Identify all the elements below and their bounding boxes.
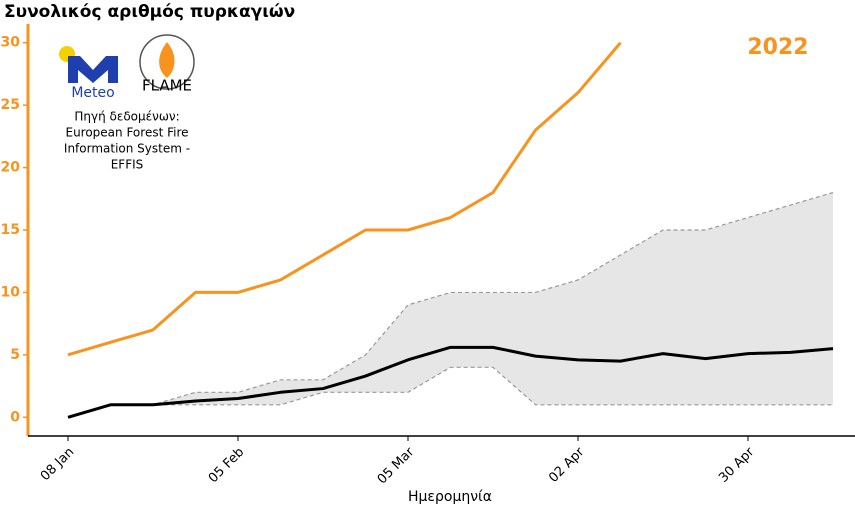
chart-title: Συνολικός αριθμός πυρκαγιών [4, 2, 295, 22]
series-line [67, 41, 622, 357]
source-line: EFFIS [111, 158, 144, 172]
x-axis-label: Ημερομηνία [408, 489, 492, 505]
y-tick-label: 25 [1, 97, 20, 113]
logo-m [68, 56, 118, 83]
source-line: Πηγή δεδομένων: [74, 110, 179, 124]
y-tick-label: 5 [10, 347, 20, 363]
x-tick-label: 08 Jan [38, 445, 77, 484]
x-tick-label: 02 Apr [546, 444, 588, 486]
range-band [68, 192, 833, 418]
year-label: 2022 [747, 35, 808, 60]
y-tick-label: 15 [1, 222, 20, 238]
y-tick-label: 10 [1, 284, 21, 300]
flame-icon [159, 42, 175, 78]
source-note: Πηγή δεδομένων: European Forest Fire Infor… [64, 110, 190, 172]
x-tick-label: 05 Mar [375, 444, 418, 487]
source-line: Information System - [64, 142, 190, 156]
x-tick-label: 30 Apr [716, 444, 758, 486]
flame-ring [139, 34, 195, 90]
y-tick-label: 0 [10, 409, 20, 425]
band-edge [67, 366, 833, 418]
y-tick-label: 20 [1, 160, 21, 176]
y-tick-label: 30 [1, 35, 21, 51]
band-edge [67, 191, 834, 418]
meteo-logo: Meteo FLAME [59, 34, 195, 101]
x-tick-label: 05 Feb [206, 445, 248, 487]
logo-text: FLAME [142, 77, 192, 95]
logo-text: Meteo [71, 85, 114, 101]
source-line: European Forest Fire [65, 126, 188, 140]
series-line [67, 345, 834, 419]
